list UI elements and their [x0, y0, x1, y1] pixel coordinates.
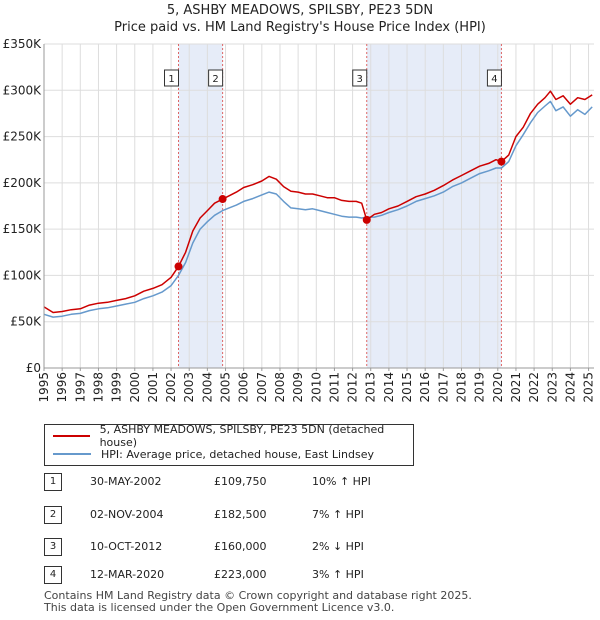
x-tick-label: 2025 — [582, 372, 596, 403]
y-tick-label: £200K — [3, 176, 43, 190]
sale-row: 1 30-MAY-2002 £109,750 10% ↑ HPI — [44, 473, 404, 491]
x-tick-label: 2023 — [545, 372, 559, 403]
x-tick-label: 2004 — [200, 372, 214, 403]
price-chart: 1 2 3 4 £0 £50K £100K £150K £200K £250K £300K £350K… — [3, 37, 596, 403]
y-tick-label: £0 — [26, 361, 41, 375]
sale-date: 30-MAY-2002 — [90, 475, 162, 488]
sale-price: £160,000 — [214, 540, 267, 553]
sale-hpi-change: 3% ↑ HPI — [312, 568, 364, 581]
y-tick-label: £300K — [3, 83, 43, 97]
sale-row: 2 02-NOV-2004 £182,500 7% ↑ HPI — [44, 506, 404, 524]
x-tick-label: 2016 — [418, 372, 432, 403]
sale-hpi-change: 10% ↑ HPI — [312, 475, 371, 488]
x-tick-label: 1995 — [37, 372, 51, 403]
sale-date: 02-NOV-2004 — [90, 508, 164, 521]
x-tick-label: 2022 — [527, 372, 541, 403]
series-line-hpi — [43, 100, 593, 318]
sale-label-text: 4 — [491, 74, 497, 85]
x-tick-label: 2018 — [454, 372, 468, 403]
x-tick-label: 2000 — [128, 372, 142, 403]
x-tick-label: 2010 — [309, 372, 323, 403]
x-tick-label: 1997 — [73, 372, 87, 403]
x-tick-label: 1998 — [91, 372, 105, 403]
sale-date: 10-OCT-2012 — [90, 540, 163, 553]
shaded-period — [178, 44, 223, 368]
sale-number-badge: 3 — [44, 538, 62, 556]
x-tick-label: 2002 — [164, 372, 178, 403]
sale-hpi-change: 7% ↑ HPI — [312, 508, 364, 521]
chart-title: 5, ASHBY MEADOWS, SPILSBY, PE23 5DN — [166, 3, 434, 18]
sale-label-text: 3 — [357, 74, 363, 85]
plot-area — [44, 44, 594, 368]
x-tick-label: 2007 — [255, 372, 269, 403]
legend-swatch-hpi — [53, 453, 91, 455]
legend-label-property: 5, ASHBY MEADOWS, SPILSBY, PE23 5DN (det… — [99, 423, 385, 449]
legend-swatch-property — [53, 435, 90, 437]
sale-label-frame — [352, 69, 368, 87]
footer-line-1: Contains HM Land Registry data © Crown c… — [44, 589, 472, 602]
chart-legend: 5, ASHBY MEADOWS, SPILSBY, PE23 5DN (det… — [44, 423, 414, 466]
sale-label-box: 3 — [352, 69, 368, 87]
sale-label-box: 4 — [486, 69, 502, 87]
y-tick-label: £100K — [3, 268, 43, 282]
chart-subtitle: Price paid vs. HM Land Registry's House … — [114, 20, 486, 35]
footer-line-2: This data is licensed under the Open Gov… — [44, 601, 395, 614]
sale-number-badge: 1 — [44, 473, 62, 491]
x-tick-label: 2021 — [509, 372, 523, 403]
sale-row: 3 10-OCT-2012 £160,000 2% ↓ HPI — [44, 538, 404, 556]
x-tick-label: 2017 — [436, 372, 450, 403]
x-tick-label: 2003 — [182, 372, 196, 403]
legend-label-hpi: HPI: Average price, detached house, East… — [101, 447, 375, 461]
y-tick-label: £350K — [3, 37, 43, 51]
y-tick-label: £250K — [3, 130, 43, 144]
x-tick-label: 2024 — [563, 372, 577, 403]
x-tick-label: 2006 — [237, 372, 251, 403]
sale-point — [497, 157, 506, 166]
chart-title-block: 5, ASHBY MEADOWS, SPILSBY, PE23 5DN Pric… — [0, 2, 600, 36]
sale-label-box: 2 — [208, 69, 224, 87]
x-tick-label: 2008 — [273, 372, 287, 403]
sale-price: £182,500 — [214, 508, 267, 521]
sale-number-badge: 4 — [44, 566, 62, 584]
legend-item-property: 5, ASHBY MEADOWS, SPILSBY, PE23 5DN (det… — [53, 423, 413, 449]
sale-date: 12-MAR-2020 — [90, 568, 165, 581]
sale-point — [218, 195, 227, 204]
sale-label-text: 2 — [212, 74, 218, 85]
x-tick-label: 2011 — [327, 372, 341, 403]
sale-number-badge: 2 — [44, 506, 62, 524]
series-line-property — [43, 90, 593, 314]
x-tick-label: 2009 — [291, 372, 305, 403]
legend-item-hpi: HPI: Average price, detached house, East… — [53, 446, 374, 462]
y-tick-label: £50K — [10, 315, 42, 329]
x-tick-label: 2020 — [491, 372, 505, 403]
x-tick-label: 1999 — [110, 372, 124, 403]
sale-point — [174, 262, 183, 271]
x-tick-label: 2005 — [219, 372, 233, 403]
x-tick-label: 2012 — [346, 372, 360, 403]
sale-label-frame — [208, 69, 224, 87]
sale-label-box: 1 — [164, 69, 180, 87]
x-tick-label: 2019 — [473, 372, 487, 403]
sale-label-frame — [164, 69, 180, 87]
x-tick-label: 1996 — [55, 372, 69, 403]
y-tick-label: £150K — [3, 222, 43, 236]
x-tick-label: 2001 — [146, 372, 160, 403]
sale-hpi-change: 2% ↓ HPI — [312, 540, 364, 553]
footer-attribution: Contains HM Land Registry data © Crown c… — [44, 590, 472, 614]
sale-row: 4 12-MAR-2020 £223,000 3% ↑ HPI — [44, 566, 404, 584]
sale-price: £223,000 — [214, 568, 267, 581]
sale-price: £109,750 — [214, 475, 267, 488]
x-tick-label: 2013 — [364, 372, 378, 403]
shaded-period — [366, 44, 502, 368]
x-tick-label: 2015 — [400, 372, 414, 403]
sale-label-frame — [486, 69, 502, 87]
sale-point — [362, 215, 371, 224]
sale-label-text: 1 — [168, 74, 174, 85]
x-tick-label: 2014 — [382, 372, 396, 403]
